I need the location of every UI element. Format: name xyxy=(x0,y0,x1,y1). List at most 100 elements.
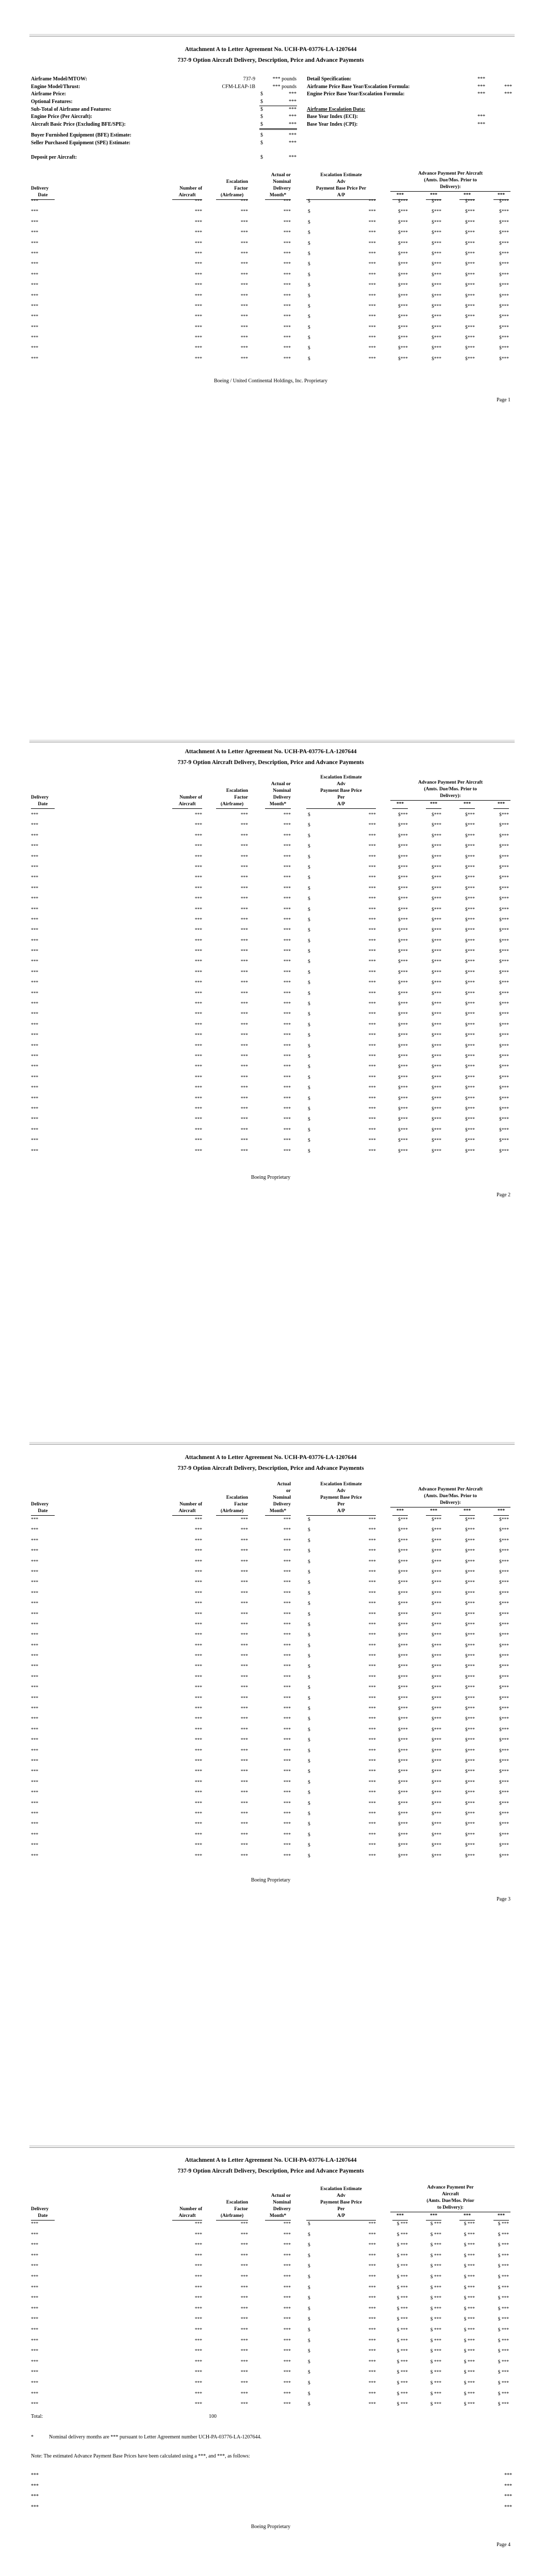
cell-advance-payment-4: $*** xyxy=(499,1528,509,1533)
table-row: *** *** *** *** $ *** $ *** $ *** $ *** $ *** xyxy=(31,2314,510,2325)
price-amount: *** xyxy=(368,970,376,975)
cell-advance-payment-4: $*** xyxy=(499,1843,509,1849)
info-row-engine-price: Engine Price (Per Aircraft): $ *** xyxy=(31,113,297,121)
cell-delivery-month: *** xyxy=(283,1769,291,1775)
table-row: *** *** *** *** $ *** $*** $*** $*** $*** xyxy=(31,1756,510,1767)
cell-delivery-date: *** xyxy=(31,2232,39,2238)
currency-symbol: $ xyxy=(308,2243,310,2248)
cell-advance-payment-3: $*** xyxy=(465,1696,475,1701)
cell-number-of-aircraft: *** xyxy=(194,844,202,850)
info-amount: *** xyxy=(289,132,296,138)
cell-delivery-date: *** xyxy=(31,1685,39,1691)
cell-adv-payment-base-price: $ *** xyxy=(291,1819,376,1829)
cell-advance-payment-2: $ *** xyxy=(430,2327,441,2333)
cell-delivery-date: *** xyxy=(31,2327,39,2333)
currency-symbol: $ xyxy=(308,1853,310,1859)
currency-symbol: $ xyxy=(308,251,310,257)
cell-delivery-date: *** xyxy=(31,1075,39,1080)
currency-symbol: $ xyxy=(308,2380,310,2386)
cell-adv-payment-base-price: $ *** xyxy=(291,2336,376,2347)
table-row: *** *** *** *** $ *** $*** $*** $*** $*** xyxy=(31,249,510,259)
table-row: *** *** *** *** $ *** $*** $*** $*** $*** xyxy=(31,1714,510,1724)
cell-number-of-aircraft: *** xyxy=(194,1727,202,1733)
currency-symbol: $ xyxy=(308,1706,310,1712)
price-amount: *** xyxy=(368,1748,376,1754)
currency-symbol: $ xyxy=(260,106,263,112)
cell-delivery-date: *** xyxy=(31,1696,39,1701)
cell-advance-payment-1: $*** xyxy=(398,1643,408,1649)
price-amount: *** xyxy=(368,928,376,934)
cell-advance-payment-4: $*** xyxy=(499,1612,509,1617)
table-row: *** *** *** *** $ *** $*** $*** $*** $*** xyxy=(31,1693,510,1704)
header-line: (Amts. Due/Mos. Prior to xyxy=(424,787,477,792)
advance-subcolumns: *** *** *** *** xyxy=(376,192,510,200)
cell-escalation-factor: *** xyxy=(240,1685,248,1691)
cell-delivery-date: *** xyxy=(31,1054,39,1059)
cell-advance-payment-4: $*** xyxy=(499,1727,509,1733)
cell-advance-payment-1: $*** xyxy=(398,209,408,215)
cell-advance-payment-3: $ *** xyxy=(464,2402,475,2408)
cell-number-of-aircraft: *** xyxy=(194,833,202,839)
info-row-optional-features: Optional Features: $ *** xyxy=(31,98,297,106)
cell-advance-payment-1: $*** xyxy=(398,959,408,965)
cell-advance-payment-3: $*** xyxy=(465,1811,475,1817)
cell-delivery-date: *** xyxy=(31,970,39,975)
cell-advance-payment-2: $*** xyxy=(432,959,441,965)
currency-symbol: $ xyxy=(308,917,310,923)
cell-escalation-factor: *** xyxy=(240,1727,248,1733)
advance-subcol: *** xyxy=(376,2213,408,2221)
price-amount: *** xyxy=(368,303,376,309)
cell-advance-payment-2: $ *** xyxy=(430,2296,441,2301)
column-header-adv-payment-base-price: Escalation Estimate Adv Payment Base Price… xyxy=(291,774,376,809)
currency-symbol: $ xyxy=(308,1043,310,1049)
cell-advance-payment-3: $*** xyxy=(465,1664,475,1670)
column-header-number-of-aircraft: Number of Aircraft xyxy=(119,185,202,200)
table-row: *** *** *** *** $ *** $*** $*** $*** $*** xyxy=(31,1641,510,1651)
cell-advance-payment-1: $*** xyxy=(398,1738,408,1743)
cell-escalation-factor: *** xyxy=(240,1748,248,1754)
cell-delivery-date: *** xyxy=(31,928,39,934)
currency-symbol: $ xyxy=(308,938,310,944)
cell-advance-payment-2: $*** xyxy=(432,1674,441,1680)
cell-advance-payment-4: $*** xyxy=(499,325,509,330)
cell-delivery-date: *** xyxy=(31,219,39,225)
cell-advance-payment-2: $*** xyxy=(432,325,441,330)
info-row-basic-price: Aircraft Basic Price (Excluding BFE/SPE)… xyxy=(31,121,297,130)
cell-escalation-factor: *** xyxy=(240,1717,248,1722)
cell-number-of-aircraft: *** xyxy=(194,1801,202,1806)
info-label: Optional Features: xyxy=(31,99,73,105)
price-amount: *** xyxy=(368,2222,376,2227)
cell-advance-payment-2: $ *** xyxy=(430,2380,441,2386)
table-row: *** *** *** *** $ *** $*** $*** $*** $*** xyxy=(31,1683,510,1693)
cell-advance-payment-1: $*** xyxy=(398,1664,408,1670)
cell-advance-payment-1: $*** xyxy=(398,928,408,934)
cell-adv-payment-base-price: $ *** xyxy=(291,2357,376,2368)
cell-delivery-month: *** xyxy=(283,1022,291,1028)
currency-symbol: $ xyxy=(308,1117,310,1123)
cell-adv-payment-base-price: $ *** xyxy=(291,333,376,343)
cell-advance-payment-2: $*** xyxy=(432,1748,441,1754)
header-line: Delivery): xyxy=(440,793,461,799)
cell-advance-payment-4: $*** xyxy=(499,1538,509,1544)
cell-escalation-factor: *** xyxy=(240,2264,248,2269)
cell-escalation-factor: *** xyxy=(240,1054,248,1059)
cell-adv-payment-base-price: $ *** xyxy=(291,207,376,217)
price-amount: *** xyxy=(368,2232,376,2238)
cell-advance-payment-4: $*** xyxy=(499,1127,509,1133)
currency-symbol: $ xyxy=(308,2253,310,2259)
price-amount: *** xyxy=(368,1612,376,1617)
price-amount: *** xyxy=(368,293,376,299)
cell-advance-payment-4: $*** xyxy=(499,1853,509,1859)
cell-delivery-month: *** xyxy=(283,844,291,850)
column-header-number-of-aircraft: Number of Aircraft xyxy=(119,794,202,809)
cell-delivery-month: *** xyxy=(283,1696,291,1701)
price-amount: *** xyxy=(368,1054,376,1059)
table-row: *** *** *** *** $ *** $*** $*** $*** $*** xyxy=(31,1030,510,1041)
cell-adv-payment-base-price: $ *** xyxy=(291,2325,376,2336)
header-line: Delivery xyxy=(273,795,291,800)
cell-adv-payment-base-price: $ *** xyxy=(291,2293,376,2304)
cell-advance-payment-4: $*** xyxy=(499,303,509,309)
cell-adv-payment-base-price: $ *** xyxy=(291,946,376,957)
table-row: *** *** *** *** $ *** $*** $*** $*** $*** xyxy=(31,343,510,353)
cell-advance-payment-3: $*** xyxy=(465,844,475,850)
